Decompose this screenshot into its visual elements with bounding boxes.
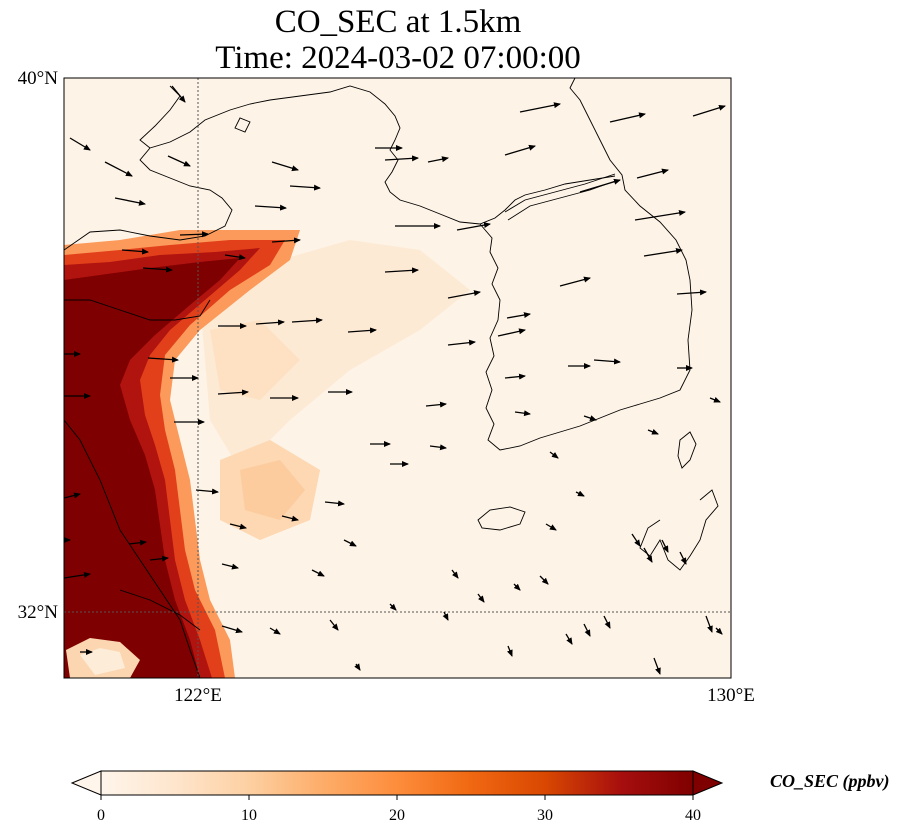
wind-arrow (513, 583, 521, 591)
wind-arrow (634, 209, 686, 221)
wind-arrow (171, 85, 186, 103)
wind-arrow (451, 569, 459, 579)
wind-arrow (506, 645, 513, 657)
wind-arrow (63, 571, 91, 579)
wind-arrow (519, 102, 561, 113)
wind-arrow (447, 339, 476, 346)
wind-arrow (69, 137, 91, 151)
wind-arrow (539, 575, 549, 585)
lon-tick-label: 122°E (174, 685, 222, 706)
wind-arrow (329, 619, 339, 631)
wind-arrow (653, 657, 661, 675)
wind-arrow (579, 178, 621, 193)
wind-arrow (281, 515, 299, 522)
wind-arrow (497, 328, 526, 337)
wind-arrow (643, 547, 653, 563)
wind-arrow (221, 625, 243, 634)
coastlines (64, 78, 719, 678)
wind-arrow (692, 104, 726, 117)
lat-tick-label: 40°N (18, 68, 59, 89)
wind-arrow (147, 356, 179, 363)
wind-arrow (255, 319, 285, 326)
wind-arrow (709, 396, 721, 403)
wind-arrow (128, 539, 147, 546)
wind-arrow (593, 358, 621, 365)
wind-arrow (705, 615, 713, 633)
wind-arrow (311, 569, 325, 577)
wind-arrow (142, 266, 173, 273)
wind-arrow (715, 627, 723, 635)
wind-arrow (354, 663, 361, 671)
wind-arrow (429, 444, 447, 451)
map-frame (63, 77, 732, 679)
lon-tick-label: 130°E (707, 685, 755, 706)
lat-tick-label: 32°N (18, 602, 59, 623)
wind-arrow (477, 593, 485, 603)
wind-arrow (636, 168, 669, 179)
wind-arrow (676, 289, 707, 296)
wind-arrow (442, 611, 449, 621)
wind-arrow (545, 523, 557, 531)
wind-arrow (514, 410, 531, 417)
wind-arrow (269, 627, 281, 635)
wind-arrow (221, 563, 239, 570)
wind-arrow (63, 492, 81, 499)
wind-arrow (583, 623, 591, 637)
wind-arrow (254, 204, 287, 211)
wind-arrow (643, 247, 683, 257)
wind-arrow (661, 539, 669, 553)
wind-arrow (343, 539, 357, 547)
wind-arrow (427, 156, 449, 163)
wind-arrow (167, 155, 191, 167)
colorbar-label: CO_SEC (ppbv) (770, 771, 890, 792)
colorbar-tick: 20 (389, 807, 405, 824)
colorbar-tick: 10 (241, 807, 257, 824)
wind-arrow (347, 327, 377, 334)
wind-arrow (506, 312, 531, 319)
wind-arrow (271, 237, 301, 244)
wind-arrow (575, 490, 585, 497)
wind-arrow (549, 451, 559, 459)
wind-arrow (647, 428, 659, 435)
wind-arrow (195, 488, 219, 495)
wind-vectors (63, 85, 726, 675)
wind-arrow (565, 633, 573, 645)
wind-arrow (291, 317, 323, 324)
wind-arrow (389, 603, 397, 611)
wind-arrow (271, 161, 299, 172)
wind-arrow (603, 615, 611, 629)
wind-arrow (447, 290, 481, 299)
wind-arrow (229, 523, 247, 530)
wind-arrow (384, 155, 419, 162)
map-subtitle: Time: 2024-03-02 07:00:00 (215, 40, 581, 76)
concentration-field (64, 78, 731, 678)
wind-arrow (609, 112, 646, 123)
wind-arrow (583, 415, 597, 421)
wind-arrow (224, 254, 246, 261)
wind-arrow (631, 533, 641, 547)
colorbar: 0 10 20 30 40 CO_SEC (ppbv) (70, 770, 890, 824)
wind-arrow (179, 231, 209, 238)
colorbar-tick: 40 (685, 807, 701, 824)
wind-arrow (217, 389, 249, 396)
wind-arrow (504, 373, 526, 380)
wind-arrow (324, 500, 345, 507)
wind-arrow (149, 555, 169, 562)
wind-arrow (456, 222, 491, 231)
wind-arrow (114, 197, 146, 206)
wind-arrow (679, 551, 687, 565)
wind-arrow (104, 161, 133, 177)
colorbar-tick: 0 (97, 807, 105, 824)
colorbar-tick: 30 (537, 807, 553, 824)
wind-arrow (121, 248, 149, 255)
map-title: CO_SEC at 1.5km (274, 4, 522, 40)
wind-arrow (384, 267, 419, 274)
wind-arrow (504, 144, 536, 156)
wind-arrow (425, 401, 447, 408)
wind-arrow (559, 276, 591, 287)
wind-arrow (289, 184, 321, 191)
